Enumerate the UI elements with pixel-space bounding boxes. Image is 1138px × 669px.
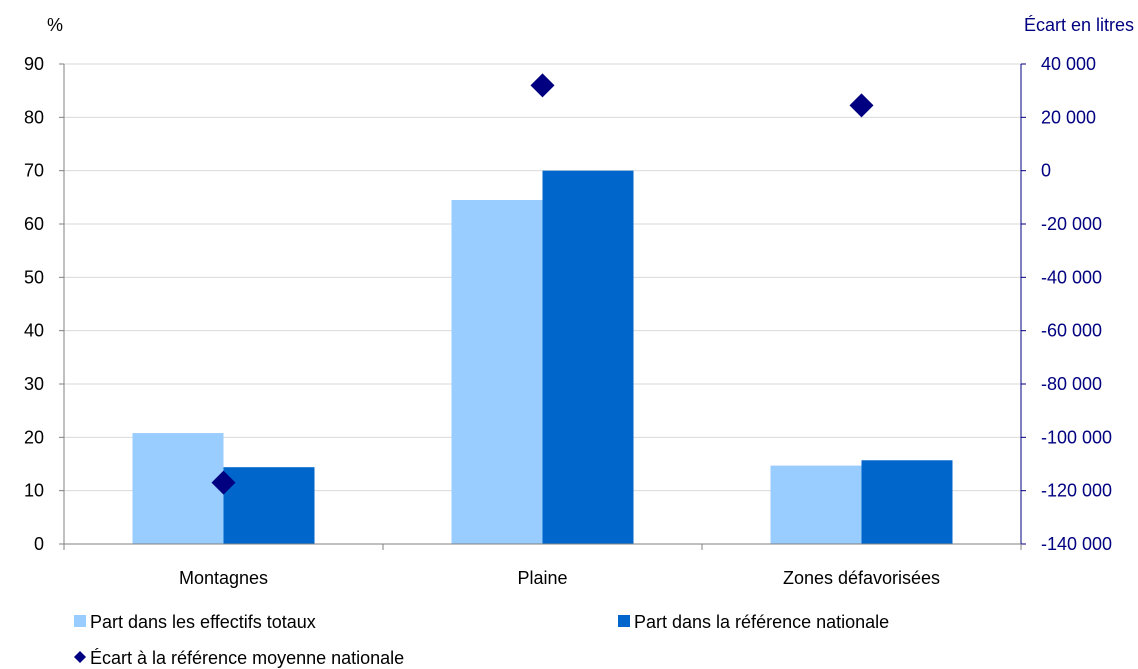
y-right-tick-label: -80 000	[1041, 374, 1102, 394]
bar-reference	[223, 467, 315, 544]
marker-ecart	[849, 93, 874, 118]
y-left-tick-label: 10	[24, 481, 44, 501]
bar-effectifs	[132, 433, 224, 544]
y-right-tick-label: -140 000	[1041, 534, 1112, 554]
y-right-tick-label: -40 000	[1041, 267, 1102, 287]
y-left-axis-title: %	[47, 15, 63, 35]
y-left-tick-label: 20	[24, 427, 44, 447]
marker-ecart	[211, 470, 236, 495]
y-left-tick-label: 30	[24, 374, 44, 394]
y-left-tick-label: 0	[34, 534, 44, 554]
bars	[132, 170, 953, 544]
y-right-tick-label: 0	[1041, 161, 1051, 181]
legend: Part dans les effectifs totaux Part dans…	[74, 612, 889, 668]
legend-swatch-reference	[618, 615, 630, 627]
y-right-tick-label: -60 000	[1041, 321, 1102, 341]
y-right-tick-label: -100 000	[1041, 427, 1112, 447]
y-right-tick-label: -120 000	[1041, 481, 1112, 501]
x-category-label: Montagnes	[179, 568, 268, 588]
markers	[211, 73, 874, 495]
legend-marker-ecart	[74, 651, 86, 663]
x-category-label: Plaine	[517, 568, 567, 588]
y-left-tick-label: 70	[24, 161, 44, 181]
bar-effectifs	[770, 465, 862, 544]
legend-label-reference: Part dans la référence nationale	[634, 612, 889, 632]
y-left-tick-label: 80	[24, 107, 44, 127]
axes	[59, 63, 1026, 550]
y-left-tick-label: 40	[24, 321, 44, 341]
x-category-label: Zones défavorisées	[783, 568, 940, 588]
bar-reference	[861, 460, 953, 544]
marker-ecart	[530, 73, 555, 98]
y-left-tick-label: 90	[24, 54, 44, 74]
y-right-tick-label: 20 000	[1041, 107, 1096, 127]
y-left-tick-label: 50	[24, 267, 44, 287]
y-right-axis-title: Écart en litres	[1024, 15, 1134, 35]
y-right-tick-label: 40 000	[1041, 54, 1096, 74]
legend-swatch-effectifs	[74, 615, 86, 627]
y-right-tick-label: -20 000	[1041, 214, 1102, 234]
legend-label-ecart: Écart à la référence moyenne nationale	[90, 648, 404, 668]
bar-effectifs	[451, 200, 543, 544]
y-left-tick-label: 60	[24, 214, 44, 234]
legend-label-effectifs: Part dans les effectifs totaux	[90, 612, 316, 632]
labels: % Écart en litres 0 10 20 30 40 50 60 70 80 90 -14…	[24, 15, 1134, 588]
bar-reference	[542, 170, 634, 544]
